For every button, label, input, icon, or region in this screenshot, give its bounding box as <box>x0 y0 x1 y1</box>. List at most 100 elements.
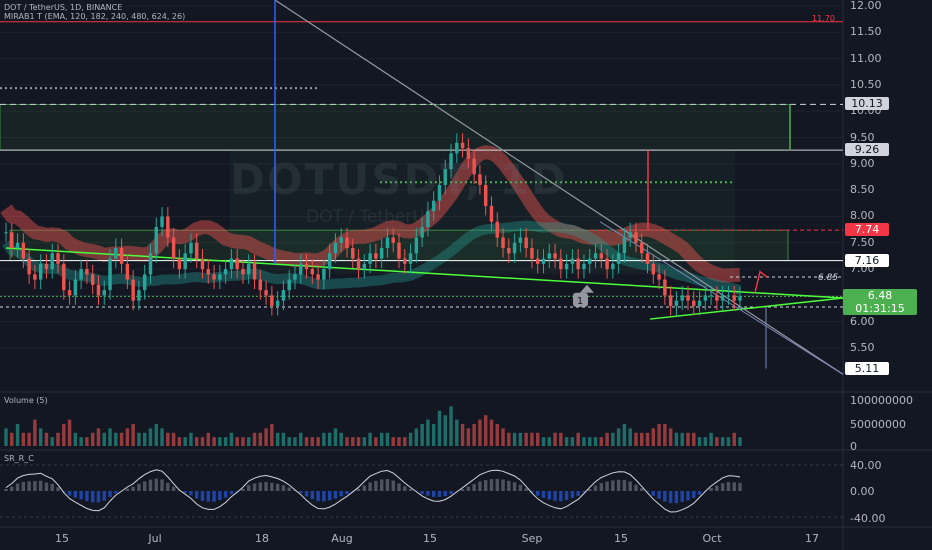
osc-bar <box>33 481 37 491</box>
volume-bar <box>408 432 413 446</box>
osc-bar <box>541 491 546 498</box>
candle-body <box>720 295 725 301</box>
candle-body <box>391 237 395 243</box>
name-watermark: DOT / TetherUS <box>306 207 436 227</box>
oscillator-title[interactable]: SR_R_C <box>4 454 34 463</box>
price-tick-label: 12.00 <box>850 0 882 12</box>
osc-bar <box>599 483 604 491</box>
volume-bar <box>148 428 153 446</box>
volume-bar <box>62 424 66 446</box>
osc-bar <box>322 491 326 502</box>
osc-bar <box>287 487 291 491</box>
osc-bar <box>38 480 43 491</box>
volume-tick-label: 100000000 <box>850 394 913 407</box>
volume-bar <box>299 432 303 446</box>
osc-bar <box>640 488 644 491</box>
volume-bar <box>466 428 471 446</box>
osc-bar <box>62 491 66 492</box>
osc-bar <box>90 491 95 503</box>
osc-bar <box>154 478 158 491</box>
candle-body <box>258 279 263 291</box>
osc-bar <box>449 491 453 495</box>
volume-bar <box>333 428 338 446</box>
candle-body <box>414 237 419 254</box>
osc-bar <box>171 486 176 491</box>
osc-bar <box>235 491 239 492</box>
osc-bar <box>264 481 268 491</box>
candle-body <box>715 295 719 301</box>
candle-body <box>316 274 320 280</box>
price-badge: 5.11 <box>845 361 889 375</box>
candle-body <box>270 295 274 306</box>
volume-bar <box>379 432 384 446</box>
symbol-header[interactable]: DOT / TetherUS, 1D, BINANCE <box>4 3 123 12</box>
candle-body <box>73 279 78 296</box>
candle-body <box>616 253 621 264</box>
date-tick-label: 17 <box>805 532 819 545</box>
candle-body <box>223 269 228 275</box>
candle-body <box>564 263 569 270</box>
candle-body <box>50 253 54 270</box>
volume-bar <box>524 432 528 446</box>
volume-bar <box>258 432 263 446</box>
volume-bar <box>709 432 713 446</box>
indicator-header[interactable]: MIRAB1 T (EMA, 120, 182, 240, 480, 624, … <box>4 12 186 21</box>
candle-body <box>327 253 332 270</box>
up-arrow <box>754 270 768 293</box>
candle-body <box>310 269 315 275</box>
candle-body <box>356 258 361 270</box>
osc-bar <box>403 486 407 491</box>
volume-bar <box>264 428 268 446</box>
volume-bar <box>67 419 72 446</box>
candle-body <box>56 253 60 264</box>
osc-bar <box>738 482 742 491</box>
volume-bar <box>44 432 49 446</box>
candle-body <box>489 205 494 222</box>
osc-bar <box>645 491 650 493</box>
candle-body <box>15 242 20 249</box>
volume-bar <box>142 432 147 446</box>
candle-body <box>241 269 245 275</box>
candle-body <box>252 263 257 280</box>
volume-bar <box>547 437 551 446</box>
osc-bar <box>697 491 702 495</box>
volume-bar <box>223 437 228 446</box>
date-tick-label: Oct <box>702 532 722 545</box>
osc-bar <box>166 482 170 491</box>
volume-bar <box>15 424 20 446</box>
candle-body <box>703 295 708 301</box>
osc-bar <box>299 491 303 494</box>
volume-bar <box>663 424 667 446</box>
candle-body <box>541 258 546 264</box>
osc-bar <box>559 491 563 502</box>
descending-trendline <box>274 0 844 375</box>
volume-bar <box>634 432 638 446</box>
osc-bar <box>582 491 586 493</box>
volume-title[interactable]: Volume (5) <box>4 396 48 405</box>
volume-bar <box>125 428 130 446</box>
osc-bar <box>720 483 725 491</box>
osc-bar <box>709 488 713 491</box>
candle-body <box>483 184 488 206</box>
osc-bar <box>316 491 320 502</box>
candle-body <box>281 290 286 301</box>
candle-body <box>576 258 580 270</box>
candle-body <box>472 158 476 175</box>
volume-bar <box>403 437 407 446</box>
osc-bar <box>391 480 395 491</box>
osc-bar <box>125 488 130 491</box>
volume-bar <box>177 437 182 446</box>
candle-body <box>547 253 551 259</box>
volume-bar <box>437 410 442 446</box>
date-tick-label: 15 <box>423 532 437 545</box>
candle-body <box>293 274 297 280</box>
volume-bar <box>322 432 326 446</box>
bar-countdown: 01:31:15 <box>855 302 905 316</box>
volume-bar <box>518 432 523 446</box>
candle-body <box>518 237 523 243</box>
volume-bar <box>356 437 361 446</box>
candle-body <box>264 290 268 296</box>
osc-bar <box>680 491 684 502</box>
candle-body <box>85 269 89 275</box>
